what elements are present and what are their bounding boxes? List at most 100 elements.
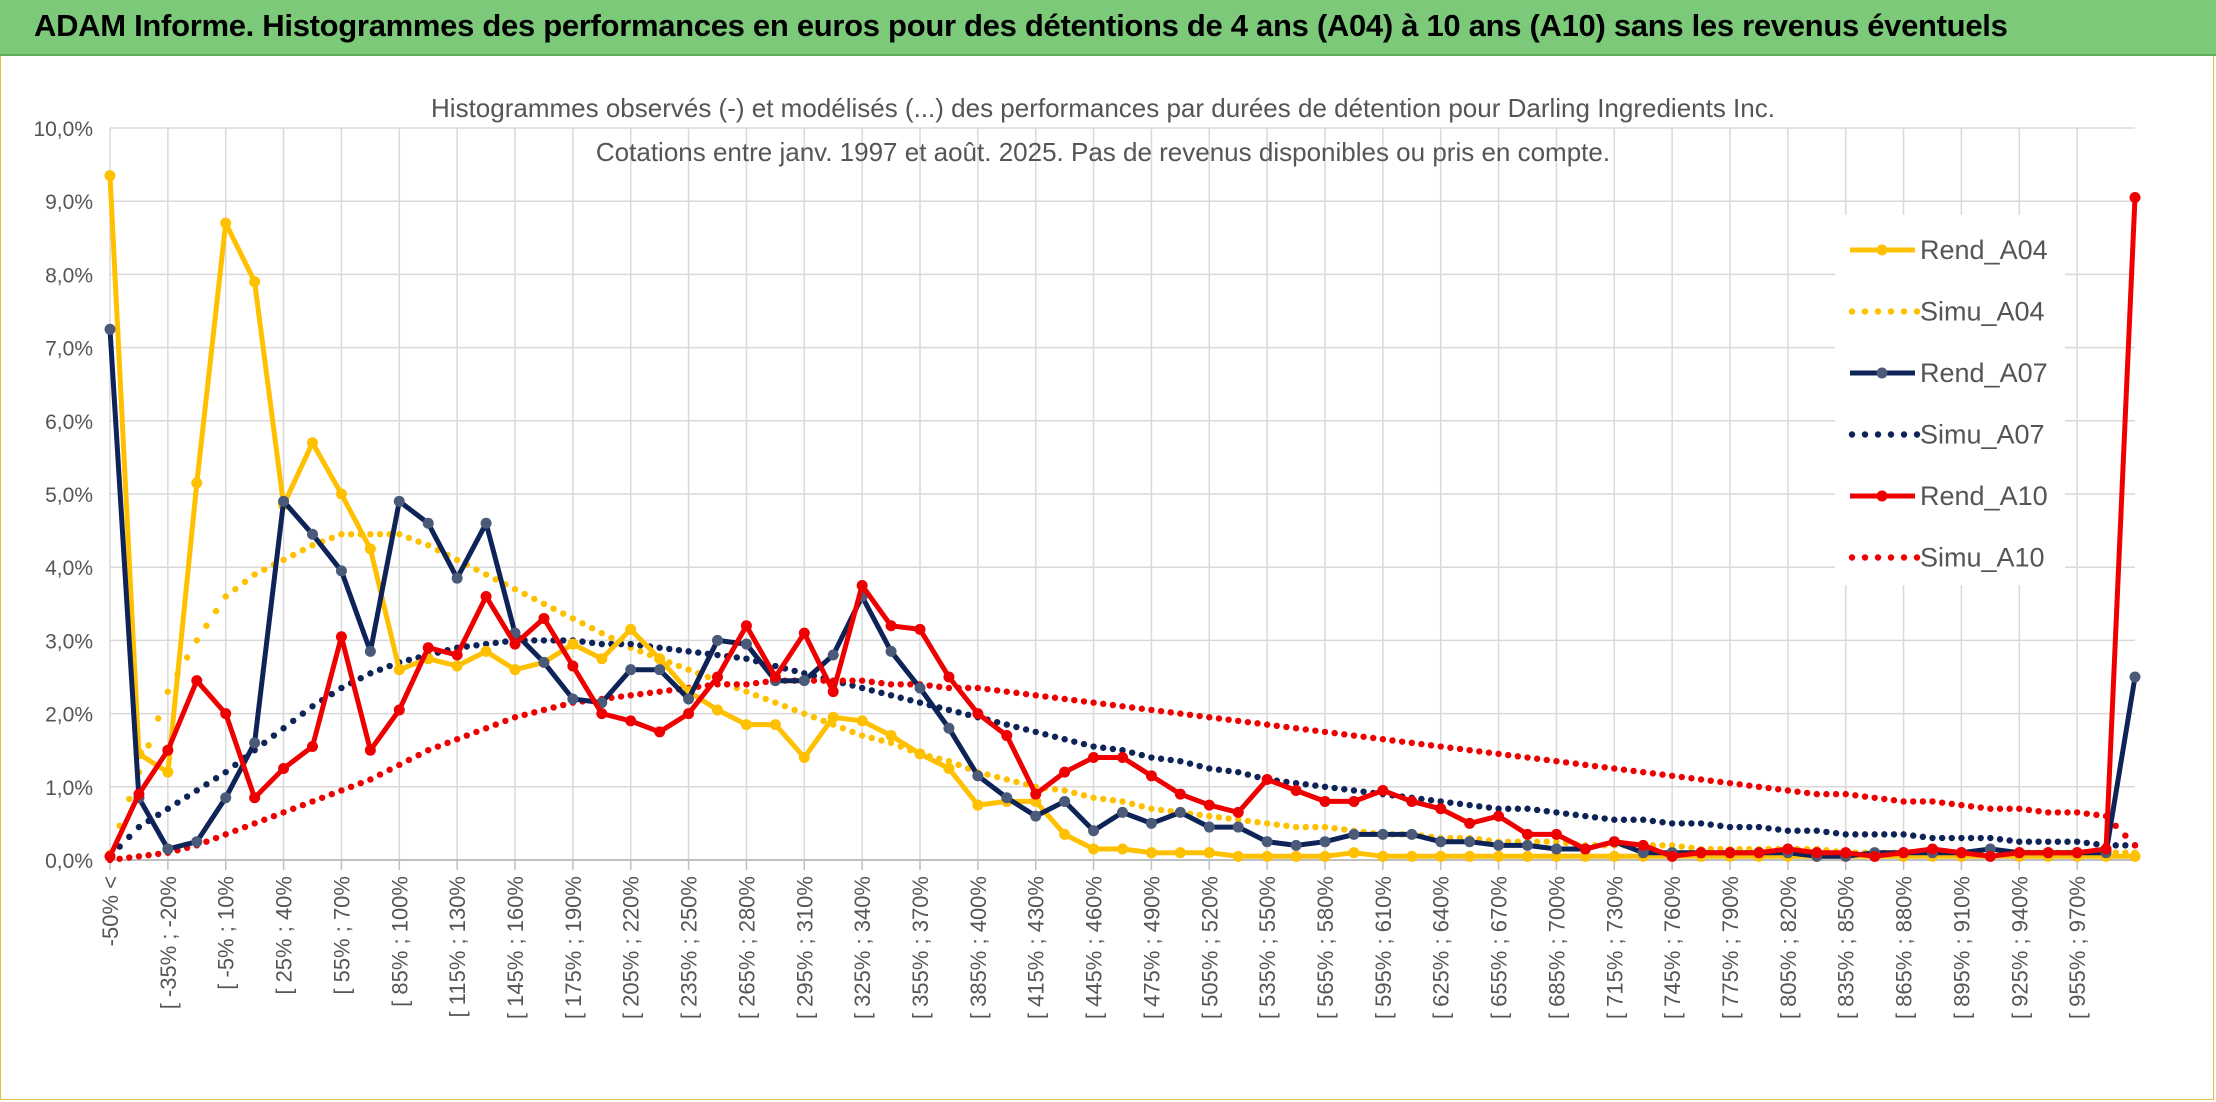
data-point	[827, 711, 839, 723]
dot-mark	[1157, 755, 1165, 762]
dot-mark	[1938, 834, 1946, 842]
dot-mark	[1128, 800, 1136, 808]
data-point	[1435, 850, 1447, 862]
dot-mark	[1051, 694, 1059, 701]
dot-mark	[183, 654, 191, 661]
dot-mark	[1167, 756, 1174, 764]
dot-mark	[1157, 707, 1165, 715]
dot-mark	[482, 725, 490, 732]
dot-mark	[1283, 723, 1290, 731]
data-point	[249, 737, 261, 749]
dot-mark	[1051, 733, 1059, 740]
dot-mark	[1659, 771, 1666, 778]
dot-mark	[328, 690, 335, 698]
data-point	[943, 722, 955, 734]
legend-dots	[1861, 554, 1869, 561]
dot-mark	[1553, 838, 1560, 845]
dot-mark	[810, 714, 818, 721]
data-point	[1377, 850, 1389, 862]
data-point	[104, 170, 116, 182]
dot-mark	[492, 639, 499, 647]
dot-mark	[1668, 820, 1676, 827]
dot-mark	[473, 566, 480, 573]
dot-mark	[1755, 823, 1763, 831]
dot-mark	[579, 620, 586, 627]
data-point	[335, 631, 347, 643]
dot-mark	[1003, 721, 1010, 728]
dot-mark	[1360, 788, 1367, 795]
legend-dots	[1874, 308, 1882, 315]
y-tick-label: 0,0%	[45, 850, 93, 873]
dot-mark	[1196, 762, 1203, 770]
data-point	[220, 708, 232, 720]
dot-mark	[1119, 798, 1126, 805]
data-point	[1145, 817, 1157, 829]
dot-mark	[2064, 809, 2071, 816]
dot-mark	[1235, 717, 1242, 725]
data-point	[712, 671, 723, 683]
dot-mark	[733, 654, 740, 661]
dot-mark	[762, 678, 769, 686]
dot-mark	[482, 640, 490, 648]
dot-mark	[473, 728, 480, 736]
data-point	[856, 715, 868, 727]
dot-mark	[743, 688, 750, 695]
dot-mark	[1466, 747, 1473, 754]
data-point	[1840, 847, 1852, 859]
data-point	[2013, 847, 2025, 859]
dot-mark	[1312, 727, 1319, 734]
dot-mark	[2016, 838, 2023, 845]
data-point	[1811, 847, 1823, 859]
data-point	[1088, 825, 1100, 837]
dot-mark	[1196, 811, 1203, 819]
dot-mark	[155, 811, 162, 819]
dot-mark	[1196, 712, 1203, 720]
data-point	[769, 719, 781, 731]
data-point	[422, 517, 434, 529]
dot-mark	[434, 743, 442, 750]
x-tick-label: [ 85% ; 100%	[387, 876, 412, 1007]
y-tick-label: 4,0%	[45, 557, 93, 580]
legend-dots	[1913, 554, 1921, 561]
dot-mark	[1775, 826, 1782, 833]
dot-mark	[1697, 820, 1705, 827]
dot-mark	[1109, 701, 1117, 709]
data-point	[1608, 850, 1620, 862]
data-point	[162, 843, 174, 855]
dot-mark	[290, 551, 297, 559]
x-tick-label: [ -35% ; -20%	[156, 876, 181, 1009]
data-point	[393, 704, 405, 716]
dot-mark	[2083, 839, 2090, 847]
x-tick-label: [ 535% ; 550%	[1255, 876, 1280, 1019]
dot-mark	[2035, 808, 2042, 815]
legend-item-rend-a10: Rend_A10	[1850, 481, 2048, 511]
data-point	[1059, 795, 1071, 807]
dot-mark	[1929, 798, 1936, 805]
data-point	[1232, 806, 1244, 818]
data-point	[683, 708, 695, 720]
data-point	[827, 649, 839, 661]
dot-mark	[1987, 834, 1994, 842]
data-point	[2129, 850, 2141, 862]
dot-mark	[1206, 714, 1213, 721]
dot-mark	[666, 687, 673, 694]
dot-mark	[1832, 790, 1840, 798]
data-point	[133, 788, 145, 800]
dot-mark	[1832, 829, 1840, 837]
dot-mark	[1447, 799, 1454, 806]
dot-mark	[1437, 743, 1444, 750]
data-point	[335, 565, 347, 577]
data-point	[943, 671, 955, 683]
dot-mark	[1881, 831, 1888, 838]
data-point	[1117, 806, 1128, 818]
dot-mark	[1813, 790, 1820, 798]
dot-mark	[212, 775, 220, 782]
dot-mark	[1167, 709, 1174, 716]
dot-mark	[241, 823, 249, 831]
x-tick-label: [ 115% ; 130%	[445, 876, 470, 1017]
dot-mark	[1967, 803, 1975, 810]
dot-mark	[936, 683, 943, 690]
dot-mark	[232, 585, 239, 593]
dot-mark	[1360, 733, 1367, 740]
data-point	[1550, 828, 1562, 840]
